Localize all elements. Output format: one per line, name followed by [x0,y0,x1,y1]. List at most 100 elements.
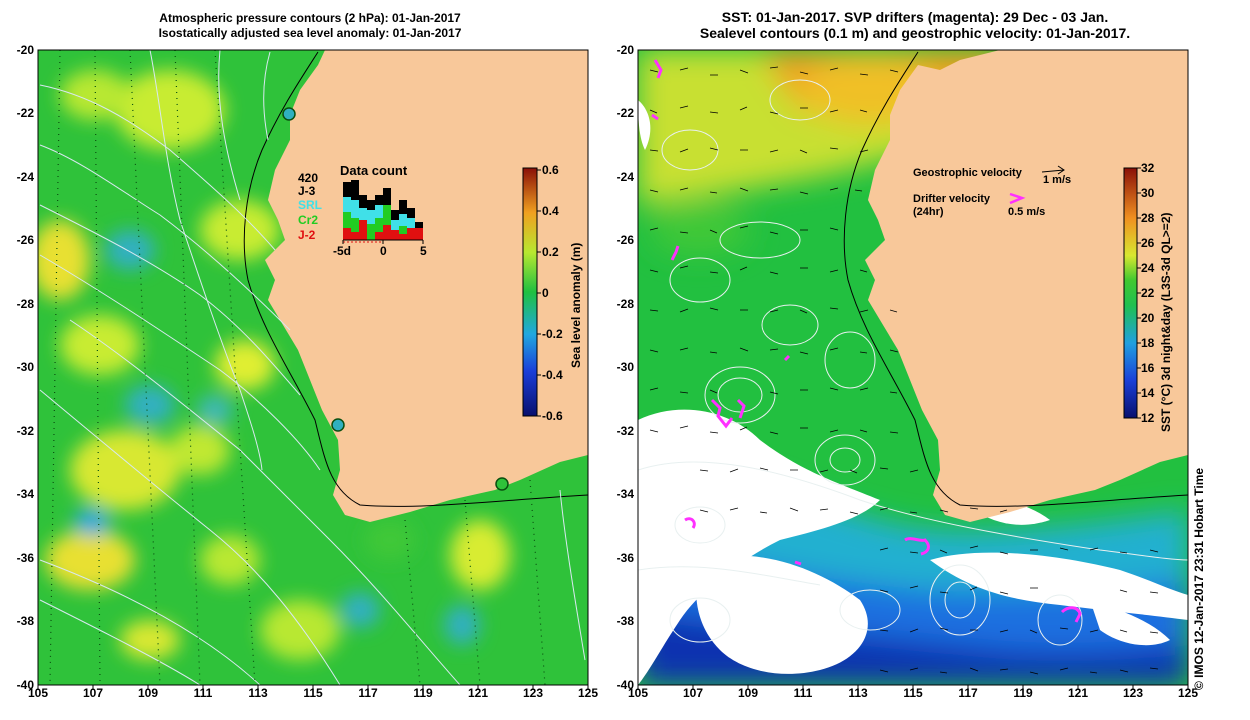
australia-land-left [265,50,588,522]
x-tick-left: 125 [577,686,599,700]
sla-colorbar-tick-label: -0.2 [542,327,563,341]
x-tick-left: 107 [82,686,104,700]
tide-gauge-marker [331,418,345,432]
y-tick-right: -32 [616,424,634,438]
sst-colorbar-tick-label: 16 [1141,361,1155,375]
sla-colorbar-tick-label: 0.4 [542,204,559,218]
sst-colorbar [1123,167,1138,419]
y-tick-right: -40 [616,678,634,692]
isobath-line [243,51,588,507]
x-tick-left: 119 [413,686,433,700]
left-title-line-2: Isostatically adjusted sea level anomaly… [158,26,462,40]
x-tick-left: 123 [522,686,544,700]
x-tick-left: 111 [193,686,213,700]
geo-velocity-legend-scale: 1 m/s [1043,174,1072,186]
isobath-line [843,51,1188,507]
y-tick-right: -28 [616,297,634,311]
tide-gauge-marker [495,477,509,491]
sla-colorbar [522,167,538,417]
satellite-label-srl: SRL [298,198,322,212]
satellite-label-cr2: Cr2 [298,213,319,227]
drifter-legend-scale: 0.5 m/s [1008,206,1046,218]
right-title-line-2: Sealevel contours (0.1 m) and geostrophi… [699,25,1131,41]
x-tick-right: 119 [1013,686,1033,700]
sla-colorbar-tick-label: 0.6 [542,163,559,177]
sla-colorbar-tick-label: -0.4 [542,368,563,382]
sst-colorbar-tick-label: 24 [1141,261,1155,275]
sst-colorbar-tick-label: 22 [1141,286,1155,300]
x-tick-right: 123 [1122,686,1144,700]
y-tick-right: -36 [616,551,634,565]
right-map [638,50,1188,685]
x-tick-left: 115 [303,686,323,700]
y-tick-right: -22 [616,106,634,120]
imos-credit: © IMOS 12-Jan-2017 23:31 Hobart Time [1192,467,1206,690]
data-count-axis-label: 5 [420,244,427,258]
satellite-label-j2: J-2 [298,228,316,242]
geostrophic-velocity-arrows [649,66,1159,675]
y-tick-right: -24 [616,170,634,184]
y-tick-left: -30 [16,360,34,374]
y-tick-right: -20 [616,43,634,57]
drifter-legend-label: Drifter velocity [913,193,991,205]
y-tick-left: -26 [16,233,34,247]
sla-colorbar-title: Sea level anomaly (m) [569,242,583,368]
left-title-line-1: Atmospheric pressure contours (2 hPa): 0… [159,11,461,25]
data-count-axis-label: -5d [333,244,351,258]
sst-colorbar-tick-label: 32 [1141,161,1155,175]
data-count-title: Data count [340,163,408,178]
geo-velocity-legend-arrow [1041,165,1065,175]
sst-colorbar-ticks [1137,167,1141,419]
sla-colorbar-tick-label: 0.2 [542,245,559,259]
x-tick-left: 121 [467,686,489,700]
altimeter-tracks [49,50,546,685]
y-tick-left: -34 [16,487,34,501]
x-tick-right: 117 [958,686,978,700]
pressure-contours [39,50,586,685]
drifter-velocity-legend-arrow [1009,192,1026,205]
right-title-line-1: SST: 01-Jan-2017. SVP drifters (magenta)… [721,9,1109,25]
sla-colorbar-tick-label: 0 [542,286,549,300]
x-tick-right: 111 [793,686,813,700]
x-tick-right: 109 [737,686,759,700]
sst-colorbar-tick-label: 14 [1141,386,1155,400]
y-tick-left: -24 [16,170,34,184]
cloud-mask [638,100,1188,685]
australia-land-right [865,50,1188,522]
sst-colorbar-tick-label: 30 [1141,186,1155,200]
sst-colorbar-tick-label: 26 [1141,236,1155,250]
axis-tick-marks [37,685,1189,690]
y-tick-right: -30 [616,360,634,374]
left-map [38,50,588,685]
right-map-title: SST: 01-Jan-2017. SVP drifters (magenta)… [640,9,1190,41]
sst-colorbar-title: SST (°C) 3d night&day (L3S-3d QL>=2) [1159,212,1173,433]
satellite-label-j3: J-3 [298,184,316,198]
sst-colorbar-tick-label: 20 [1141,311,1155,325]
x-tick-left: 105 [27,686,49,700]
drifter-tracks [651,59,1082,623]
y-tick-left: -28 [16,297,34,311]
sla-colorbar-ticks [537,169,541,417]
x-tick-right: 113 [848,686,868,700]
tide-gauge-marker [282,107,296,121]
x-tick-left: 113 [248,686,268,700]
y-tick-left: -20 [16,43,34,57]
sst-colorbar-tick-label: 18 [1141,336,1155,350]
data-count-max-label: 420 [298,171,319,185]
x-tick-right: 121 [1067,686,1089,700]
data-count-axis-label: 0 [380,244,387,258]
x-tick-right: 115 [903,686,923,700]
y-tick-left: -22 [16,106,34,120]
left-map-title: Atmospheric pressure contours (2 hPa): 0… [90,11,530,41]
x-tick-right: 125 [1177,686,1199,700]
x-tick-right: 107 [682,686,704,700]
y-tick-left: -36 [16,551,34,565]
y-tick-left: -38 [16,614,34,628]
y-tick-right: -38 [616,614,634,628]
x-tick-right: 105 [627,686,649,700]
drifter-legend-sublabel: (24hr) [913,206,944,218]
x-tick-left: 109 [137,686,159,700]
x-tick-left: 117 [358,686,378,700]
sst-colorbar-tick-label: 12 [1141,411,1155,425]
